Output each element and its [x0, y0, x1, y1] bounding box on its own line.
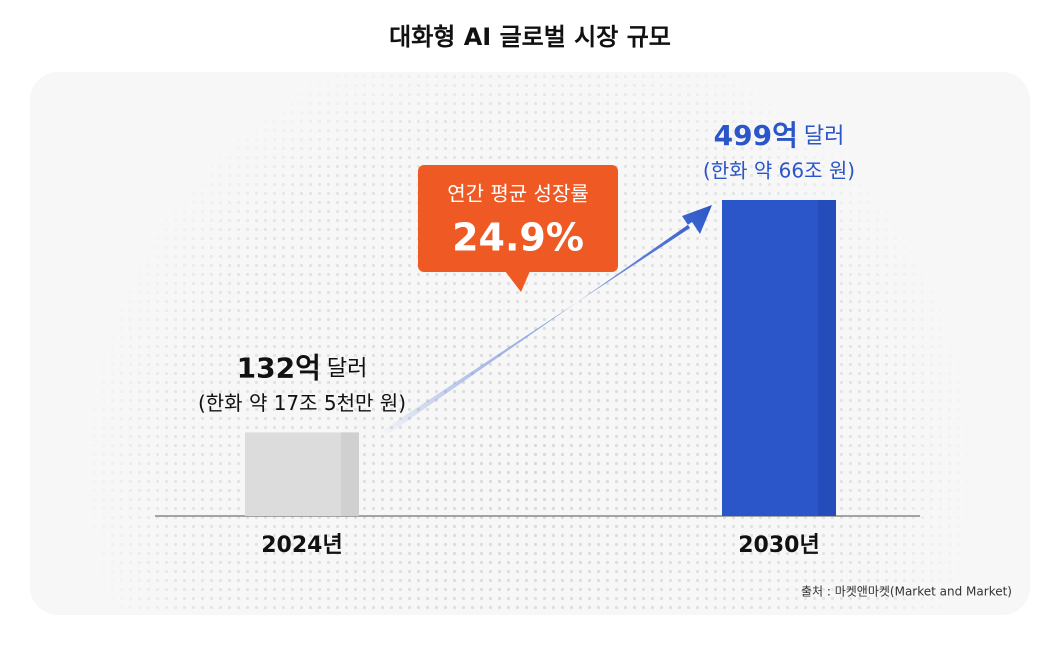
globe-background — [30, 72, 1030, 615]
sub-label: (한화 약 17조 5천만 원) — [198, 391, 406, 415]
value-number: 499억 — [714, 119, 798, 152]
value-label: 499억 달러 — [714, 119, 845, 152]
bar — [245, 432, 359, 516]
chart-title: 대화형 AI 글로벌 시장 규모 — [389, 23, 671, 51]
value-number: 132억 — [237, 351, 321, 384]
source: 출처 : 마켓앤마켓(Market and Market) — [801, 585, 1012, 599]
growth-arrow — [380, 205, 712, 437]
x-tick-label: 2024년 — [261, 533, 342, 558]
growth-title: 연간 평균 성장률 — [447, 182, 589, 206]
x-tick-label: 2030년 — [738, 533, 819, 558]
value-unit: 달러 — [327, 356, 367, 381]
value-unit: 달러 — [804, 124, 844, 149]
bar-side — [341, 432, 359, 516]
callout-pointer — [505, 271, 530, 292]
callout-box — [418, 165, 618, 272]
sub-label: (한화 약 66조 원) — [703, 159, 855, 183]
bar-side — [818, 200, 836, 516]
growth-rate: 24.9% — [452, 216, 584, 260]
bar — [722, 200, 836, 516]
value-label: 132억 달러 — [237, 351, 368, 384]
growth-callout: 연간 평균 성장률 24.9% — [418, 165, 618, 292]
